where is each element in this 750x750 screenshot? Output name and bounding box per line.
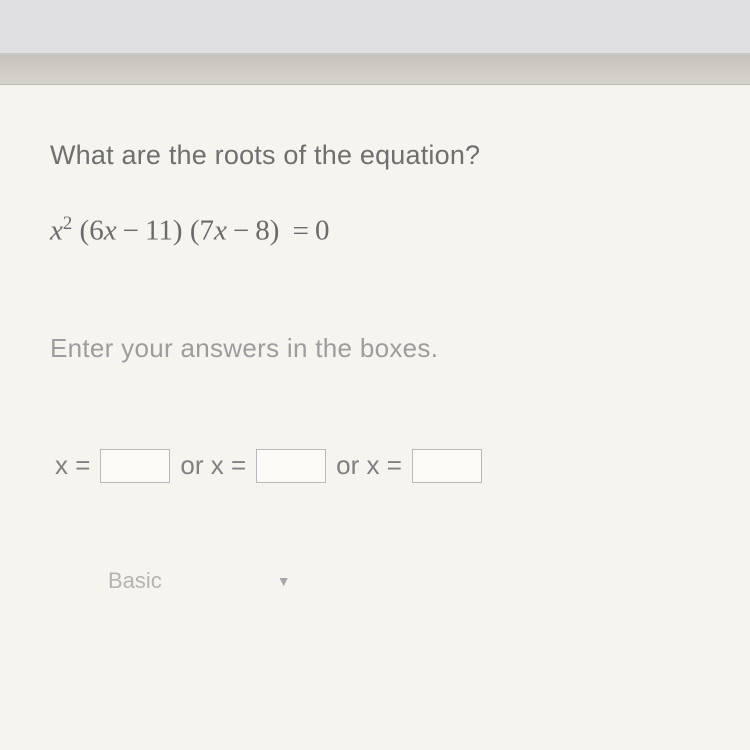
answer-input-2[interactable] [256, 449, 326, 483]
answer-label-1: x = [55, 450, 90, 481]
answer-input-row: x = or x = or x = [50, 449, 705, 483]
question-text: What are the roots of the equation? [50, 140, 705, 171]
answer-separator-2: or x = [336, 450, 402, 481]
answer-input-1[interactable] [100, 449, 170, 483]
instruction-text: Enter your answers in the boxes. [50, 333, 705, 364]
dropdown-label: Basic [108, 568, 162, 594]
chevron-down-icon: ▼ [277, 573, 291, 589]
content-top-divider [0, 55, 750, 85]
equation-display: x2 (6x−11) (7x−8) =0 [50, 213, 705, 248]
question-content-area: What are the roots of the equation? x2 (… [0, 85, 750, 750]
input-mode-dropdown[interactable]: Basic ▼ [50, 568, 705, 594]
answer-separator-1: or x = [180, 450, 246, 481]
answer-input-3[interactable] [412, 449, 482, 483]
window-top-bar [0, 0, 750, 55]
